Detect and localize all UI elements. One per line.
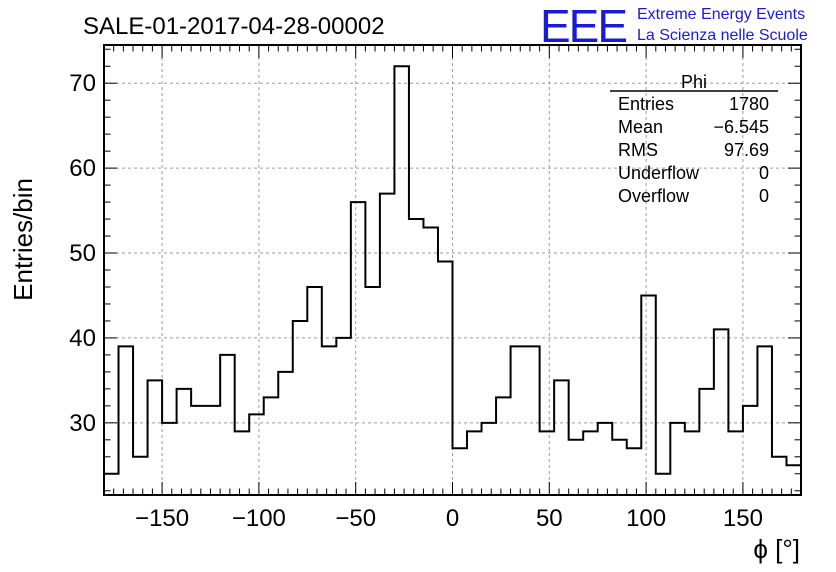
- y-tick-labels: 30 40 50 60 70: [69, 70, 96, 437]
- histogram-bin: [699, 389, 714, 495]
- histogram-bin: [148, 380, 163, 495]
- brand-line-1: Extreme Energy Events: [637, 6, 805, 23]
- chart-title: SALE-01-2017-04-28-00002: [83, 13, 385, 40]
- y-tick-label: 40: [69, 325, 96, 352]
- histogram-bin: [264, 397, 279, 495]
- histogram-bin: [641, 295, 656, 495]
- histogram-bin: [133, 457, 148, 495]
- histogram-bin: [583, 431, 598, 495]
- histogram-bin: [670, 423, 685, 495]
- histogram-bin: [177, 389, 192, 495]
- x-tick-label: −150: [135, 505, 189, 532]
- histogram-bin: [307, 287, 322, 495]
- histogram-bin: [336, 338, 351, 495]
- histogram-bin: [685, 431, 700, 495]
- histogram-bin: [525, 346, 540, 495]
- histogram-bin: [627, 448, 642, 495]
- histogram-bin: [162, 423, 177, 495]
- stats-value: 0: [759, 186, 769, 206]
- histogram-bin: [249, 414, 264, 495]
- histogram-bin: [191, 406, 206, 495]
- y-tick-label: 50: [69, 240, 96, 267]
- stats-label: RMS: [618, 140, 658, 160]
- histogram-bin: [482, 423, 497, 495]
- histogram-bin: [293, 321, 308, 495]
- stats-label: Underflow: [618, 163, 700, 183]
- histogram-bin: [206, 406, 221, 495]
- histogram-bin: [220, 355, 235, 495]
- x-tick-label: 150: [723, 505, 763, 532]
- histogram-bin: [235, 431, 250, 495]
- stats-label: Overflow: [618, 186, 690, 206]
- histogram-bin: [757, 346, 772, 495]
- histogram-bin: [104, 474, 119, 495]
- stats-title: Phi: [681, 72, 707, 92]
- histogram-bin: [394, 66, 409, 495]
- x-tick-labels: −150 −100 −50 0 50 100 150: [135, 505, 763, 532]
- histogram-bin: [409, 219, 424, 495]
- histogram-bin: [438, 262, 453, 495]
- histogram-bin: [278, 372, 293, 495]
- stats-rows: Entries 1780 Mean −6.545 RMS 97.69 Underflow 0 O…: [618, 94, 769, 206]
- x-axis-title: ϕ [°]: [753, 534, 800, 564]
- x-tick-label: −100: [232, 505, 286, 532]
- stats-label: Entries: [618, 94, 674, 114]
- histogram-bin: [351, 202, 366, 495]
- x-tick-label: −50: [335, 505, 376, 532]
- y-tick-label: 60: [69, 155, 96, 182]
- y-tick-label: 30: [69, 410, 96, 437]
- histogram-bin: [656, 474, 671, 495]
- histogram-bin: [728, 431, 743, 495]
- stats-label: Mean: [618, 117, 663, 137]
- x-tick-label: 50: [536, 505, 563, 532]
- histogram-bin: [496, 397, 511, 495]
- x-tick-label: 100: [626, 505, 666, 532]
- eee-logo: EEE: [540, 0, 626, 52]
- stats-value: 0: [759, 163, 769, 183]
- histogram-bin: [467, 431, 482, 495]
- stats-value: 97.69: [724, 140, 769, 160]
- histogram-bin: [423, 228, 438, 495]
- histogram-bin: [772, 457, 787, 495]
- axis-ticks: [104, 45, 801, 495]
- histogram-bin: [365, 287, 380, 495]
- histogram-outline: [104, 65, 801, 475]
- histogram-bin: [554, 380, 569, 495]
- stats-value: −6.545: [713, 117, 769, 137]
- brand-logo-group: EEE Extreme Energy Events La Scienza nel…: [540, 0, 808, 52]
- histogram-bin: [511, 346, 526, 495]
- stats-box: Phi Entries 1780 Mean −6.545 RMS 97.69 Underfl…: [610, 72, 778, 206]
- histogram-bin: [569, 440, 584, 495]
- histogram-bin: [119, 346, 134, 495]
- histogram-bin: [322, 346, 337, 495]
- y-axis-title: Entries/bin: [8, 178, 38, 301]
- histogram-bin: [612, 440, 627, 495]
- x-tick-label: 0: [446, 505, 459, 532]
- histogram-bin: [598, 423, 613, 495]
- histogram-bin: [380, 194, 395, 495]
- brand-line-2: La Scienza nelle Scuole: [637, 27, 808, 44]
- histogram-bin: [453, 448, 468, 495]
- histogram-bin: [714, 329, 729, 495]
- y-tick-label: 70: [69, 70, 96, 97]
- stats-value: 1780: [729, 94, 769, 114]
- histogram-bin: [540, 431, 555, 495]
- histogram-bin: [743, 406, 758, 495]
